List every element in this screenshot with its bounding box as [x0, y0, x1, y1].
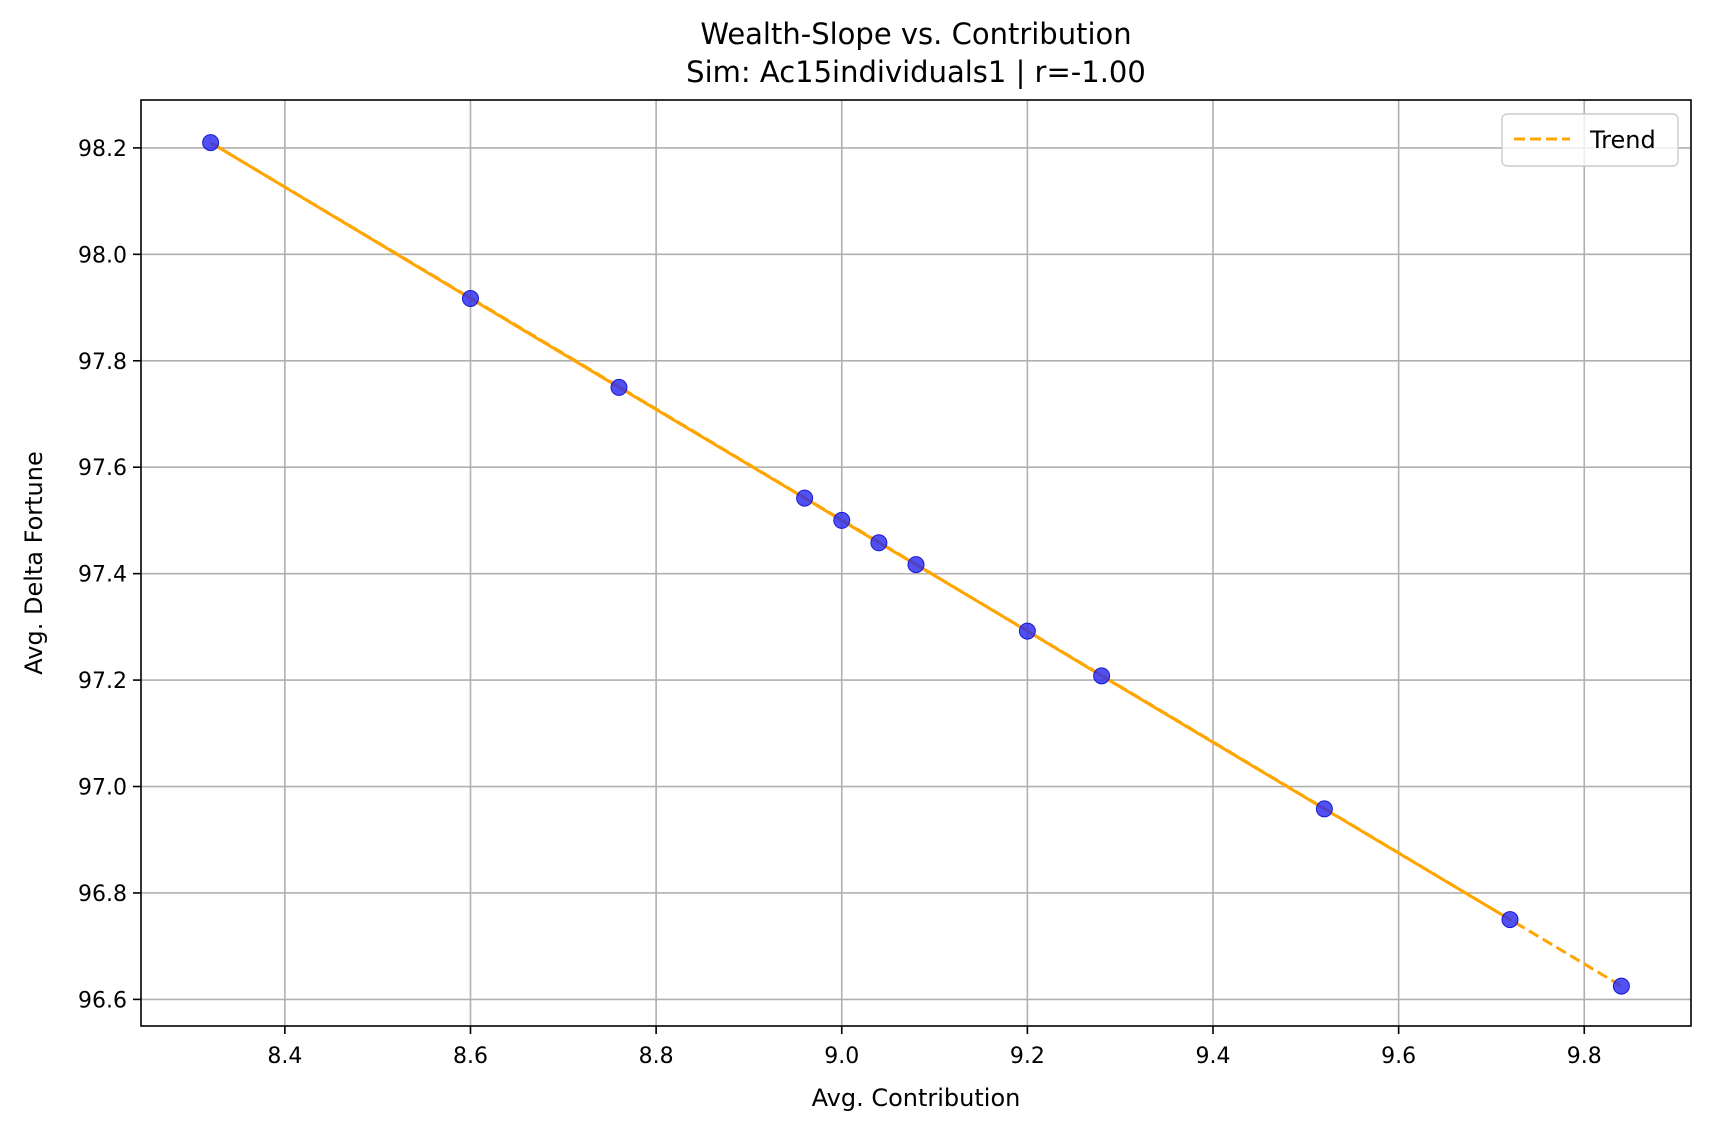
data-point: [870, 534, 888, 552]
x-axis-label: Avg. Contribution: [812, 1084, 1021, 1112]
data-point: [461, 290, 479, 308]
x-tick-label: 9.0: [824, 1044, 859, 1069]
y-tick-label: 97.2: [78, 669, 127, 694]
x-axis: 8.4 8.6 8.8 9.0 9.2 9.4 9.6 9.8: [267, 1026, 1602, 1069]
x-tick-label: 8.4: [267, 1044, 302, 1069]
data-point: [1612, 977, 1630, 995]
data-point: [796, 489, 814, 507]
y-axis-label: Avg. Delta Fortune: [20, 451, 48, 674]
scatter-points: [202, 134, 1630, 995]
y-axis: 96.6 96.8 97.0 97.2 97.4 97.6 97.8 98.0 98.2: [78, 137, 141, 1013]
data-point: [833, 511, 851, 529]
y-tick-label: 96.6: [78, 988, 127, 1013]
data-point: [1315, 800, 1333, 818]
y-tick-label: 98.2: [78, 137, 127, 162]
data-point: [202, 134, 220, 152]
legend-trend-label: Trend: [1589, 126, 1656, 154]
x-tick-label: 9.8: [1567, 1044, 1602, 1069]
data-point: [610, 378, 628, 396]
y-tick-label: 97.8: [78, 350, 127, 375]
x-tick-label: 9.6: [1381, 1044, 1416, 1069]
plot-frame: [140, 99, 1692, 1027]
legend-box: [1501, 113, 1679, 167]
x-tick-label: 9.4: [1196, 1044, 1231, 1069]
y-tick-label: 97.6: [78, 456, 127, 481]
x-tick-label: 9.2: [1010, 1044, 1045, 1069]
y-tick-label: 97.0: [78, 776, 127, 801]
y-tick-label: 96.8: [78, 882, 127, 907]
grid: [141, 100, 1691, 1026]
data-point: [1018, 622, 1036, 640]
y-tick-label: 97.4: [78, 563, 127, 588]
data-point: [1501, 911, 1519, 929]
x-tick-label: 8.8: [639, 1044, 674, 1069]
y-tick-label: 98.0: [78, 243, 127, 268]
chart-subtitle: Sim: Ac15individuals1 | r=-1.00: [686, 55, 1146, 89]
data-point: [907, 556, 925, 574]
data-point: [1093, 667, 1111, 685]
x-tick-label: 8.6: [453, 1044, 488, 1069]
chart-title: Wealth-Slope vs. Contribution: [700, 17, 1131, 51]
legend: Trend: [1501, 113, 1679, 167]
